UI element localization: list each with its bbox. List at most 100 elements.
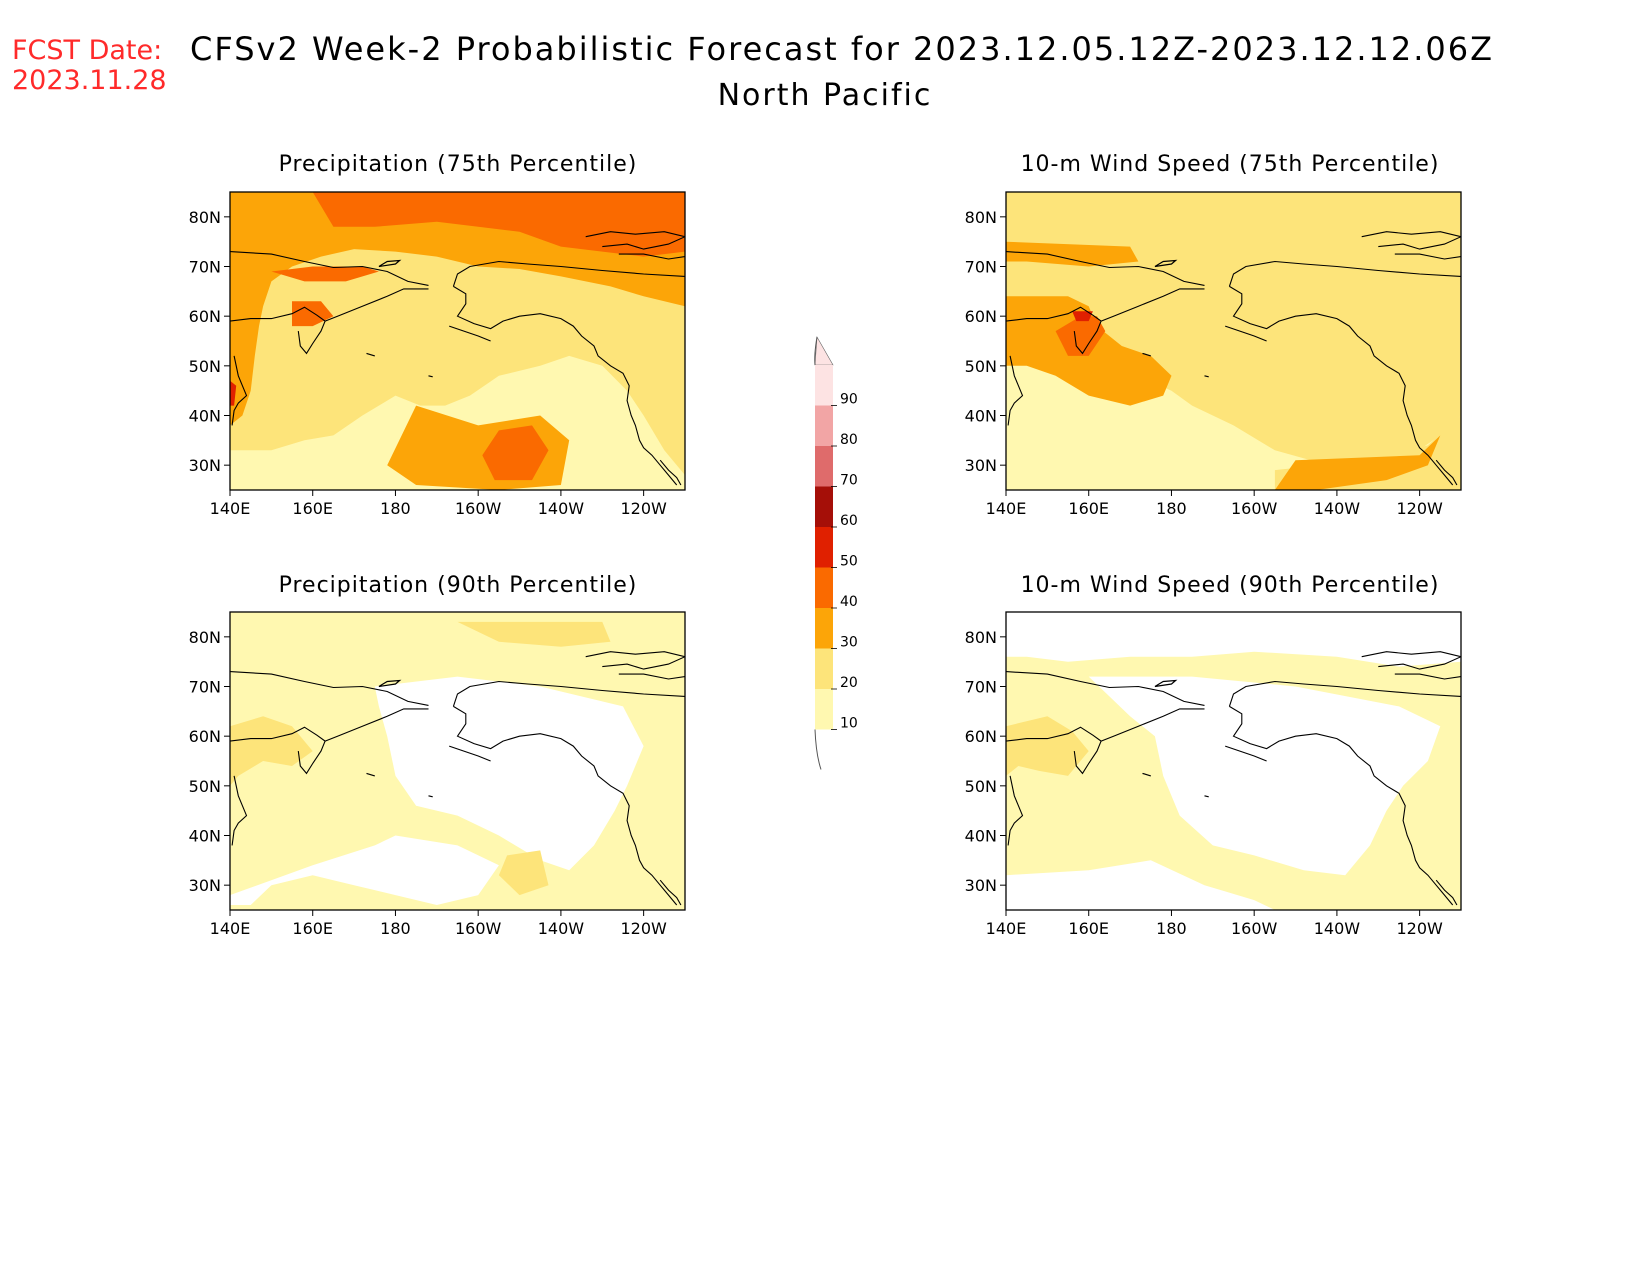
colorbar-outline [814,336,818,366]
colorbar-level-label: 80 [840,432,858,448]
lon-tick-label: 160E [1068,919,1109,938]
island-outline [366,772,375,777]
probability-contour-fill [312,192,685,257]
colorbar-swatch [815,365,833,406]
coastline [453,705,678,906]
lat-tick-label: 40N [965,407,997,426]
panel-title-precip-90: Precipitation (90th Percentile) [278,573,638,598]
coastline [659,459,682,486]
lon-tick-label: 140E [210,919,251,938]
lat-tick-label: 30N [189,456,221,475]
probability-contour-fill [230,380,237,406]
forecast-date-label: FCST Date: [12,35,163,66]
island-outline [1142,352,1151,357]
lat-tick-label: 80N [965,628,997,647]
lat-tick-label: 60N [189,727,221,746]
colorbar-level-label: 20 [840,675,858,691]
panel-title-wind-75: 10-m Wind Speed (75th Percentile) [1020,152,1440,177]
coastline [453,285,678,486]
probability-contour-fill [1072,311,1093,322]
page-title: CFSv2 Week-2 Probabilistic Forecast for … [190,30,1495,68]
lat-tick-label: 40N [965,827,997,846]
lat-tick-label: 30N [965,876,997,895]
probability-contour-fill [1006,241,1139,267]
colorbar-swatch [815,446,833,487]
coastline [452,680,685,707]
lon-tick-label: 140W [538,919,585,938]
island-outline [428,795,433,798]
lat-tick-label: 60N [189,307,221,326]
lon-tick-label: 160E [292,499,333,518]
coastline [585,651,685,670]
colorbar-bottom-cap [814,729,822,770]
coastline [1225,745,1267,762]
shaded-field [230,192,685,490]
lat-tick-label: 70N [189,678,221,697]
precipitation-90th-map: 80N 70N 60N 50N 40N 30N 140E 160E 180 160W 140W 120… [189,611,686,938]
coastline [1073,740,1102,775]
forecast-date-block: FCST Date: 2023.11.28 [12,36,167,96]
colorbar-swatch [815,689,833,730]
shaded-field [230,612,685,910]
coastline [1073,320,1102,355]
probability-contour-fill [271,266,379,282]
coastline [1228,680,1461,707]
coastline [230,708,429,742]
coastline [1225,325,1267,342]
island-outline [378,679,402,688]
island-outline [378,259,402,268]
coastline [230,671,429,706]
coastline [1007,355,1024,426]
coastline [230,251,429,286]
island-outline [1204,375,1209,378]
lon-tick-label: 120W [620,499,667,518]
probability-contour-fill [1088,676,1441,876]
lon-tick-label: 160W [455,499,502,518]
colorbar-level-label: 10 [840,716,858,732]
shaded-field [1006,612,1461,910]
lon-tick-label: 160E [1068,499,1109,518]
lat-tick-label: 50N [189,777,221,796]
lat-tick-label: 60N [965,307,997,326]
lon-tick-label: 140E [986,499,1027,518]
lon-tick-label: 140W [538,499,585,518]
lat-tick-label: 70N [965,678,997,697]
coastline [1394,253,1461,260]
lon-tick-label: 140W [1314,499,1361,518]
probability-contour-fill [1006,860,1275,910]
coastline [452,260,685,287]
island-outline [1154,679,1178,688]
coastline [1361,651,1461,670]
forecast-date-value: 2023.11.28 [12,65,167,96]
lat-tick-label: 70N [965,258,997,277]
probability-contour-fill [230,192,685,426]
probability-contour-fill [1274,435,1441,490]
probability-contour-fill [374,676,644,871]
colorbar-level-label: 90 [840,392,858,408]
coastline [297,740,326,775]
lat-tick-label: 50N [965,777,997,796]
panel-title-precip-75: Precipitation (75th Percentile) [278,152,638,177]
colorbar-level-label: 40 [840,594,858,610]
lon-tick-label: 160E [292,919,333,938]
lon-tick-label: 120W [1396,499,1443,518]
colorbar-level-label: 50 [840,554,858,570]
wind-speed-90th-map: 80N 70N 60N 50N 40N 30N 140E 160E 180 160W 140W 120… [965,611,1462,938]
lon-tick-label: 180 [380,919,411,938]
precipitation-75th-map: 80N 70N 60N 50N 40N 30N 140E 160E 180 160W 140W 120… [189,191,686,518]
colorbar-swatch [815,648,833,689]
coastline [1229,705,1454,906]
island-outline [1154,259,1178,268]
coastline [1394,673,1461,680]
island-outline [1142,772,1151,777]
lat-tick-label: 60N [965,727,997,746]
probability-contour-fill [1006,716,1089,776]
lat-tick-label: 80N [189,628,221,647]
probability-contour-fill [1006,612,1461,667]
coastline [231,355,248,426]
wind-speed-75th-map: 80N 70N 60N 50N 40N 30N 140E 160E 180 160W 140W 120… [965,191,1462,518]
coastline [585,231,685,250]
colorbar-level-label: 70 [840,473,858,489]
coastline [1006,708,1205,742]
map-frame [229,191,686,491]
